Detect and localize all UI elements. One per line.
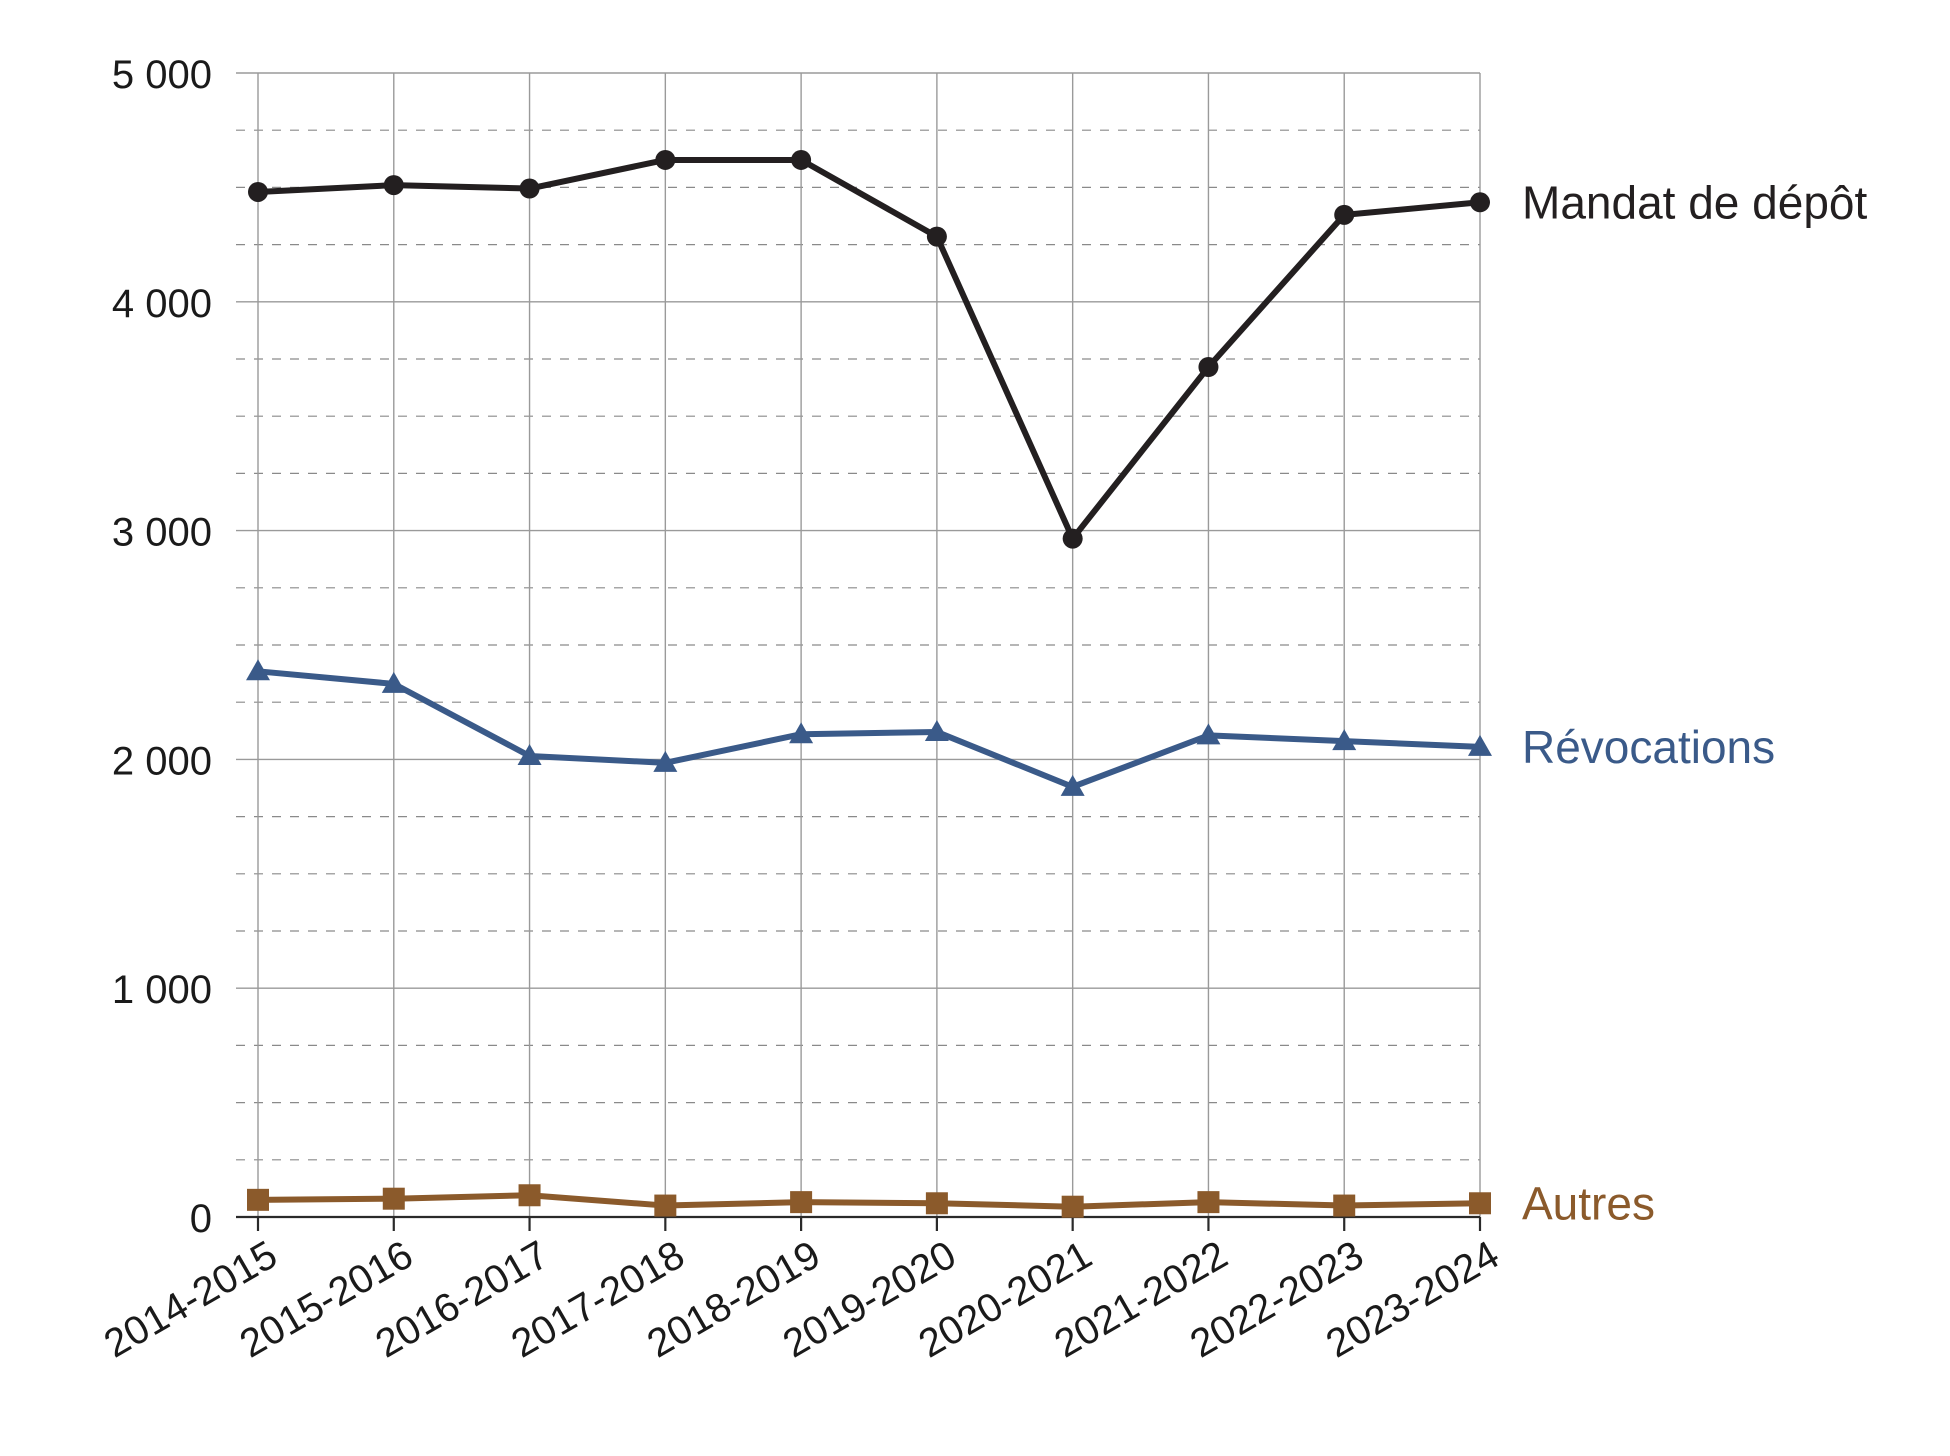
y-tick-label: 3 000: [112, 511, 212, 555]
data-point: [1469, 1192, 1491, 1215]
y-tick-label: 1 000: [112, 968, 212, 1012]
data-point: [1332, 729, 1357, 751]
series-line: [257, 668, 1481, 790]
y-tick-label: 2 000: [112, 739, 212, 783]
data-point: [382, 1187, 405, 1210]
series-layer: [246, 149, 1492, 1218]
data-point: [1197, 1191, 1220, 1214]
data-point: [1062, 528, 1083, 549]
series-label: Révocations: [1522, 721, 1775, 773]
data-point: [1061, 1195, 1084, 1218]
y-tick-label: 4 000: [112, 282, 212, 326]
data-point: [790, 1191, 813, 1214]
series-label: Autres: [1522, 1177, 1655, 1229]
data-point: [381, 671, 406, 693]
x-axis: 2014-20152015-20162016-20172017-20182018…: [97, 1215, 1507, 1366]
data-point: [655, 149, 676, 170]
y-axis: 0 1 000 2 000 3 000 4 000 5 000: [112, 53, 212, 1241]
data-point: [519, 178, 540, 199]
data-point: [248, 181, 268, 202]
data-point: [926, 226, 947, 247]
y-tick-label: 5 000: [112, 53, 212, 97]
data-point: [247, 1188, 269, 1211]
data-point: [1198, 357, 1219, 378]
series-0: [248, 149, 1490, 549]
series-2: [247, 1184, 1491, 1218]
data-point: [517, 743, 542, 765]
series-labels: Mandat de dépôt Révocations Autres: [1522, 176, 1867, 1229]
data-point: [1470, 192, 1490, 213]
series-line: [257, 1192, 1481, 1210]
data-point: [246, 659, 270, 681]
data-point: [653, 750, 678, 772]
data-point: [789, 722, 814, 744]
series-line: [257, 156, 1481, 542]
grid: [236, 72, 1481, 1218]
data-point: [518, 1184, 541, 1207]
y-tick-label: 0: [190, 1197, 212, 1241]
data-point: [1333, 1194, 1356, 1217]
data-point: [1196, 723, 1221, 745]
data-point: [1334, 204, 1355, 225]
data-point: [654, 1194, 677, 1217]
data-point: [1468, 734, 1492, 756]
data-point: [925, 1192, 948, 1215]
series-1: [246, 659, 1492, 796]
data-point: [383, 175, 404, 196]
data-point: [791, 149, 812, 170]
data-point: [1060, 774, 1085, 796]
series-label: Mandat de dépôt: [1522, 176, 1867, 228]
data-point: [924, 719, 949, 741]
